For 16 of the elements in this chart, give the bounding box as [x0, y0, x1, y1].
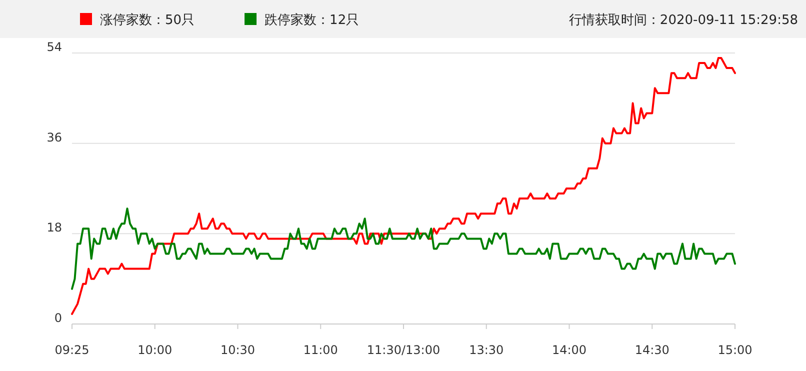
x-tick-label: 10:00 — [138, 343, 172, 357]
x-tick-label: 14:00 — [552, 343, 587, 357]
x-tick-label: 13:30 — [469, 343, 504, 357]
x-tick-label: 14:30 — [634, 343, 670, 357]
y-tick-label: 18 — [46, 220, 62, 235]
legend-label: 涨停家数：50只 — [100, 12, 195, 28]
y-tick-label: 54 — [46, 40, 62, 54]
x-tick-label: 11:30/13:00 — [366, 343, 440, 357]
text: 行情获取时间：2020-09-11 15:29:58 — [568, 13, 798, 28]
x-tick-label: 10:30 — [220, 343, 256, 357]
x-tick-label: 09:25 — [54, 343, 90, 357]
legend-label: 跌停家数：12只 — [264, 12, 360, 28]
y-tick-label: 0 — [54, 311, 62, 325]
x-tick-label: 15:00 — [718, 343, 752, 357]
x-tick-label: 11:00 — [303, 343, 338, 357]
y-tick-label: 36 — [46, 130, 62, 144]
